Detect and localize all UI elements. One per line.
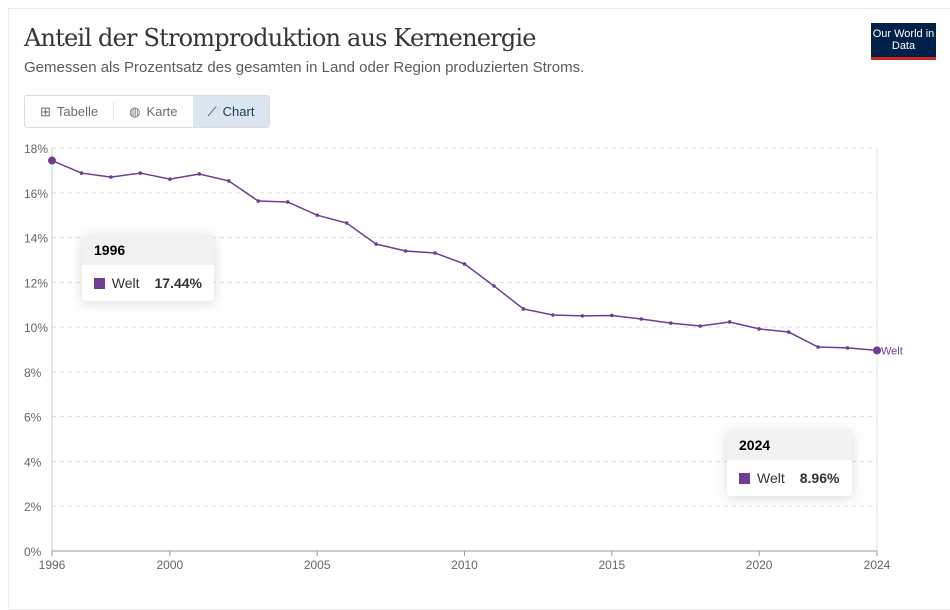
logo-text: Our World in Data — [872, 28, 935, 52]
tooltip-series: Welt — [111, 275, 140, 291]
data-point — [492, 284, 496, 288]
data-point — [551, 313, 555, 317]
y-tick-label: 16% — [24, 187, 48, 201]
data-point — [580, 314, 585, 318]
tooltip-value: 8.96% — [799, 470, 840, 486]
data-point — [668, 321, 673, 325]
data-point — [757, 327, 761, 331]
data-point — [873, 346, 881, 355]
tab-map[interactable]: ◍ Karte — [114, 96, 192, 127]
x-tick-label: 2000 — [157, 558, 184, 572]
data-point — [521, 307, 526, 311]
view-tabs: ⊞ Tabelle ◍ Karte ⟋ Chart — [24, 95, 271, 128]
subtitle: Gemessen als Prozentsatz des gesamten in… — [24, 59, 585, 76]
data-point — [197, 172, 202, 176]
y-tick-label: 10% — [24, 321, 48, 335]
tooltip-series: Welt — [757, 470, 785, 486]
y-tick-label: 0% — [24, 545, 42, 559]
data-point — [315, 213, 319, 217]
y-tick-label: 6% — [24, 411, 42, 425]
data-point — [403, 249, 408, 253]
y-tick-label: 18% — [24, 142, 48, 156]
data-point — [138, 171, 143, 175]
y-tick-label: 8% — [24, 366, 42, 380]
x-tick-label: 2020 — [746, 558, 773, 572]
line-chart-icon: ⟋ — [207, 103, 217, 119]
series-swatch — [94, 277, 105, 289]
data-point — [168, 177, 172, 181]
tooltip-year: 1996 — [82, 235, 214, 265]
data-point — [344, 221, 349, 225]
x-tick-label: 2015 — [598, 558, 625, 572]
x-tick-label: 1996 — [39, 558, 66, 572]
data-point — [727, 320, 732, 324]
data-point — [48, 156, 56, 165]
table-icon: ⊞ — [40, 103, 51, 119]
divider — [113, 102, 115, 121]
data-point — [433, 251, 437, 255]
tooltip-year: 2024 — [727, 430, 852, 460]
data-point — [226, 179, 231, 183]
tooltip-2024: 2024 Welt 8.96% — [727, 430, 852, 496]
data-point — [610, 313, 614, 318]
tab-table[interactable]: ⊞ Tabelle — [25, 96, 113, 127]
x-tick-label: 2010 — [451, 558, 478, 572]
data-point — [256, 199, 261, 203]
data-point — [285, 200, 290, 204]
tab-label: Tabelle — [56, 104, 99, 119]
x-tick-label: 2024 — [864, 558, 891, 572]
data-point — [462, 262, 467, 266]
data-point — [79, 171, 84, 175]
y-tick-label: 14% — [24, 232, 48, 246]
data-point — [639, 317, 644, 321]
series-swatch — [739, 472, 750, 484]
data-point — [786, 330, 791, 334]
owid-logo[interactable]: Our World in Data — [871, 23, 936, 60]
tab-label: Chart — [222, 104, 255, 119]
data-point — [816, 345, 820, 349]
tooltip-value: 17.44% — [154, 275, 202, 291]
tab-label: Karte — [146, 104, 178, 119]
data-point — [109, 175, 113, 179]
tooltip-1996: 1996 Welt 17.44% — [82, 235, 214, 301]
y-tick-label: 12% — [24, 276, 48, 290]
globe-icon: ◍ — [129, 103, 141, 119]
data-point — [845, 346, 850, 350]
tab-chart[interactable]: ⟋ Chart — [192, 96, 270, 127]
page-title: Anteil der Stromproduktion aus Kernenerg… — [24, 24, 536, 52]
data-point — [698, 324, 703, 328]
series-label: Welt — [881, 345, 903, 357]
line-chart[interactable]: 0% 2% 4% 6% 8% 10% 12% 14% 16% 18% 1996 2000 2005 201… — [0, 0, 950, 583]
x-tick-label: 2005 — [304, 558, 331, 572]
y-tick-label: 2% — [24, 500, 42, 514]
data-point — [374, 242, 378, 246]
y-tick-label: 4% — [24, 455, 42, 469]
